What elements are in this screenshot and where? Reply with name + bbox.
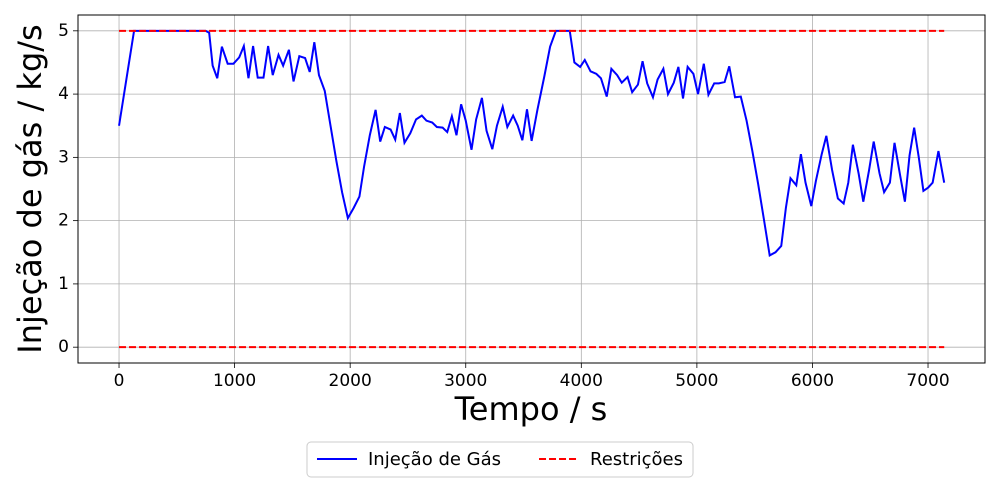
legend-label: Restrições: [590, 449, 683, 470]
x-tick-label: 4000: [560, 371, 603, 391]
legend-box: [306, 441, 694, 478]
y-tick-label: 3: [58, 147, 69, 167]
y-tick-label: 0: [58, 337, 69, 357]
y-tick-label: 5: [58, 21, 69, 41]
x-tick-label: 3000: [444, 371, 487, 391]
data-line: [119, 29, 945, 349]
plot-frame: [77, 14, 986, 364]
x-axis-label: Tempo / s: [454, 390, 608, 428]
y-axis-label: Injeção de gás / kg/s: [11, 24, 49, 353]
x-tick-label: 6000: [791, 371, 834, 391]
data-line: [118, 29, 946, 257]
y-tick-label: 4: [58, 84, 69, 104]
x-tick-label: 0: [114, 371, 125, 391]
legend-label: Injeção de Gás: [368, 449, 501, 470]
x-tick-label: 2000: [329, 371, 372, 391]
x-tick-label: 5000: [675, 371, 718, 391]
x-tick-label: 7000: [906, 371, 949, 391]
y-tick-label: 1: [58, 274, 69, 294]
y-tick-label: 2: [58, 211, 69, 231]
x-tick-label: 1000: [213, 371, 256, 391]
legend: Injeção de Gás Restrições: [306, 441, 694, 478]
